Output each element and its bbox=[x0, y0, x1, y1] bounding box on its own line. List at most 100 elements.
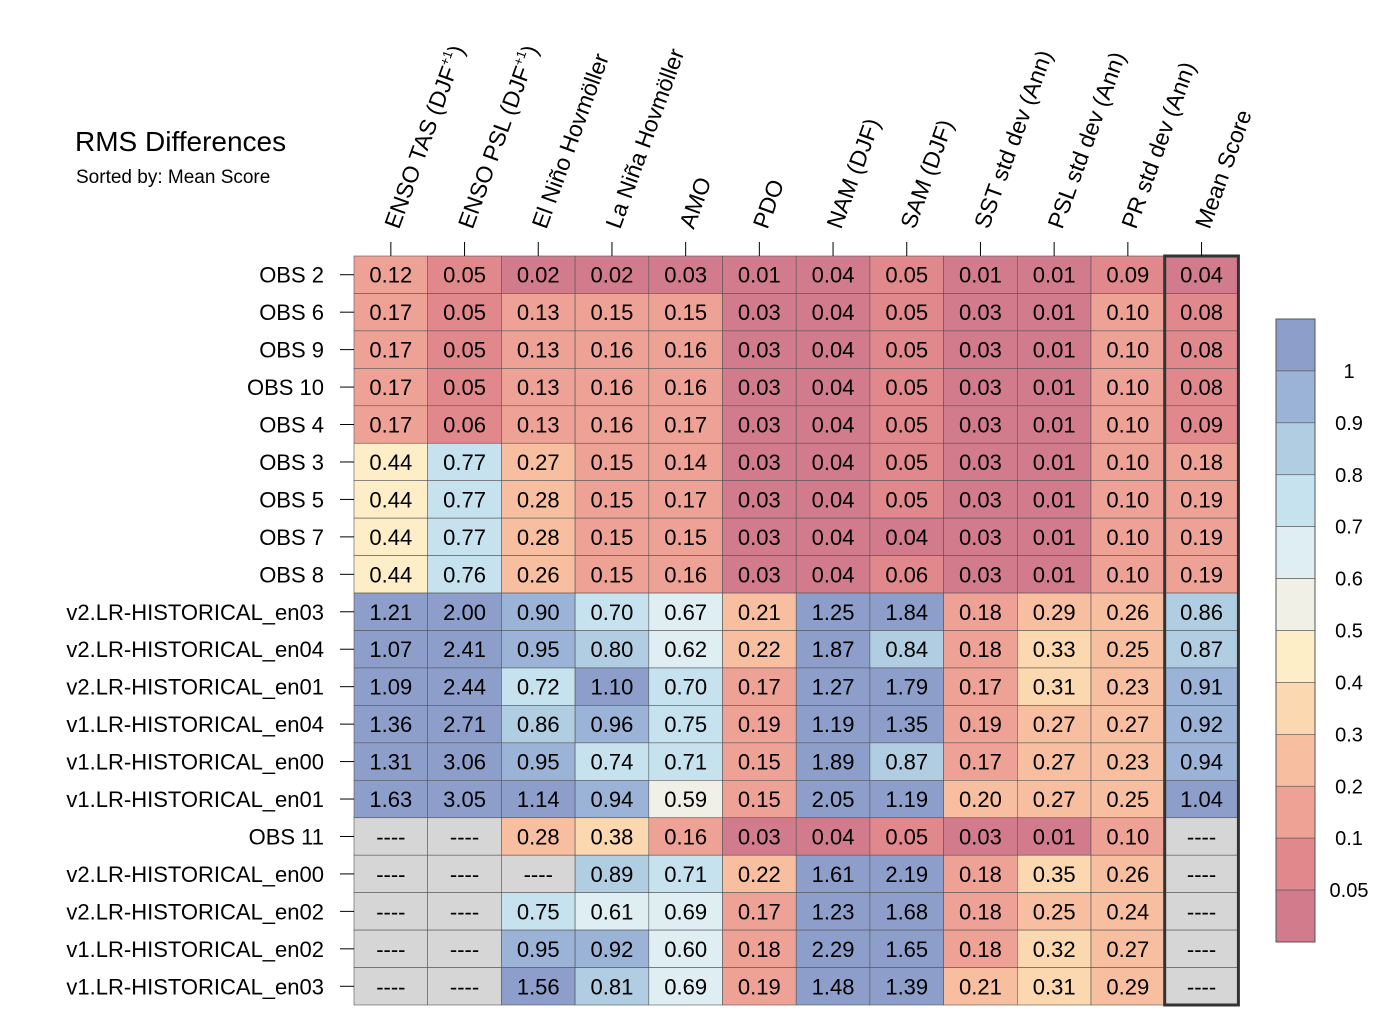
heatmap-cell bbox=[427, 555, 502, 594]
cell-value-label: 0.03 bbox=[959, 562, 1002, 587]
cell-value-label: 0.28 bbox=[517, 824, 560, 849]
heatmap-cell bbox=[574, 592, 650, 631]
colorbar-segment bbox=[1275, 578, 1316, 631]
cell-value-label: 1.04 bbox=[1180, 787, 1223, 812]
cell-value-label: 0.76 bbox=[443, 562, 486, 587]
cell-value-label: 0.04 bbox=[812, 824, 855, 849]
cell-value-label: 0.05 bbox=[885, 487, 928, 512]
heatmap-cell bbox=[353, 929, 428, 968]
cell-value-label: 0.18 bbox=[959, 899, 1002, 924]
heatmap-cell bbox=[427, 779, 502, 819]
colorbar-segment bbox=[1275, 889, 1316, 943]
heatmap-cell bbox=[648, 892, 723, 931]
row-label: OBS 9 bbox=[259, 338, 324, 363]
heatmap-cell bbox=[353, 255, 428, 294]
cell-value-label: 0.18 bbox=[959, 937, 1002, 962]
column-label: La Niña Hovmöller bbox=[600, 45, 689, 232]
heatmap-cell bbox=[427, 592, 502, 631]
cell-value-label: 1.09 bbox=[369, 675, 412, 700]
colorbar-segment bbox=[1275, 526, 1316, 579]
row-label: v1.LR-HISTORICAL_en01 bbox=[66, 787, 324, 812]
heatmap-cell bbox=[353, 705, 428, 744]
cell-value-label: 0.26 bbox=[517, 562, 560, 587]
cell-value-label: 0.16 bbox=[591, 375, 634, 400]
heatmap-cell bbox=[574, 517, 650, 556]
heatmap-cell bbox=[1164, 667, 1239, 706]
cell-value-label: 0.69 bbox=[664, 974, 707, 999]
cell-value-label: 0.13 bbox=[517, 300, 560, 325]
row-label: OBS 2 bbox=[259, 263, 324, 288]
heatmap-cell bbox=[943, 929, 1018, 968]
cell-value-label: 0.70 bbox=[664, 675, 707, 700]
cell-value-label: 0.94 bbox=[591, 787, 634, 812]
colorbar-segment bbox=[1275, 370, 1316, 424]
cell-value-label: 0.03 bbox=[959, 300, 1002, 325]
cell-value-label: 0.27 bbox=[1106, 937, 1149, 962]
heatmap-cell bbox=[722, 705, 797, 744]
heatmap-cell bbox=[427, 442, 502, 482]
colorbar-tick-label: 0.7 bbox=[1335, 517, 1363, 539]
heatmap-cell bbox=[353, 779, 428, 819]
cell-value-label: 0.31 bbox=[1033, 974, 1076, 999]
cell-value-label: 0.60 bbox=[664, 937, 707, 962]
column-label: SST std dev (Ann) bbox=[969, 47, 1058, 232]
heatmap-cell bbox=[1016, 742, 1092, 781]
cell-value-label: 0.03 bbox=[959, 450, 1002, 475]
cell-value-label: 0.01 bbox=[959, 263, 1002, 288]
colorbar-tick-label: 1 bbox=[1343, 361, 1354, 383]
row-label: OBS 6 bbox=[259, 300, 324, 325]
cell-value-label: 0.17 bbox=[369, 338, 412, 363]
heatmap-cell bbox=[943, 779, 1018, 819]
row-label: OBS 7 bbox=[259, 525, 324, 550]
cell-value-label: 0.67 bbox=[664, 600, 707, 625]
cell-value-label: 0.77 bbox=[443, 487, 486, 512]
cell-value-label: 0.09 bbox=[1180, 413, 1223, 438]
row-label: v1.LR-HISTORICAL_en02 bbox=[66, 937, 324, 962]
heatmap-cell bbox=[1090, 368, 1165, 407]
cell-value-label: ---- bbox=[376, 937, 405, 962]
colorbar-segment bbox=[1275, 734, 1316, 787]
cell-value-label: 0.02 bbox=[591, 263, 634, 288]
cell-value-label: 0.87 bbox=[1180, 637, 1223, 662]
cell-value-label: 0.10 bbox=[1106, 525, 1149, 550]
cell-value-label: 0.95 bbox=[517, 750, 560, 775]
heatmap-cell bbox=[722, 817, 797, 856]
cell-value-label: 0.16 bbox=[664, 562, 707, 587]
cell-value-label: 0.44 bbox=[369, 525, 412, 550]
heatmap-cell bbox=[795, 480, 871, 519]
cell-value-label: 0.17 bbox=[369, 300, 412, 325]
heatmap-cell bbox=[795, 368, 871, 407]
cell-value-label: 0.18 bbox=[1180, 450, 1223, 475]
cell-value-label: 0.10 bbox=[1106, 300, 1149, 325]
heatmap-cell bbox=[353, 368, 428, 407]
heatmap-cell bbox=[648, 442, 723, 482]
heatmap-cell bbox=[869, 967, 944, 1006]
heatmap-cell bbox=[795, 667, 871, 706]
heatmap-cell bbox=[869, 405, 944, 444]
cell-value-label: 0.03 bbox=[959, 375, 1002, 400]
heatmap-cell bbox=[1016, 817, 1092, 856]
heatmap-cell bbox=[795, 330, 871, 369]
heatmap-cell bbox=[501, 517, 576, 556]
cell-value-label: ---- bbox=[450, 937, 479, 962]
cell-value-label: 1.21 bbox=[369, 600, 412, 625]
heatmap-cell bbox=[1016, 705, 1092, 744]
heatmap-cell bbox=[574, 742, 650, 781]
heatmap-cell bbox=[869, 742, 944, 781]
heatmap-cell bbox=[1016, 967, 1092, 1006]
row-label: v1.LR-HISTORICAL_en03 bbox=[66, 974, 324, 999]
cell-value-label: 0.74 bbox=[591, 750, 634, 775]
cell-value-label: 0.15 bbox=[591, 525, 634, 550]
heatmap-cell bbox=[648, 705, 723, 744]
heatmap-cell bbox=[648, 330, 723, 369]
heatmap-cell bbox=[1164, 555, 1239, 594]
cell-value-label: 1.25 bbox=[812, 600, 855, 625]
cell-value-label: ---- bbox=[376, 824, 405, 849]
cell-value-label: 0.28 bbox=[517, 525, 560, 550]
heatmap-cell bbox=[648, 779, 723, 819]
heatmap-cell bbox=[501, 480, 576, 519]
cell-value-label: 1.39 bbox=[885, 974, 928, 999]
row-label: v2.LR-HISTORICAL_en01 bbox=[66, 675, 324, 700]
cell-value-label: 2.29 bbox=[812, 937, 855, 962]
cell-value-label: 0.03 bbox=[959, 525, 1002, 550]
